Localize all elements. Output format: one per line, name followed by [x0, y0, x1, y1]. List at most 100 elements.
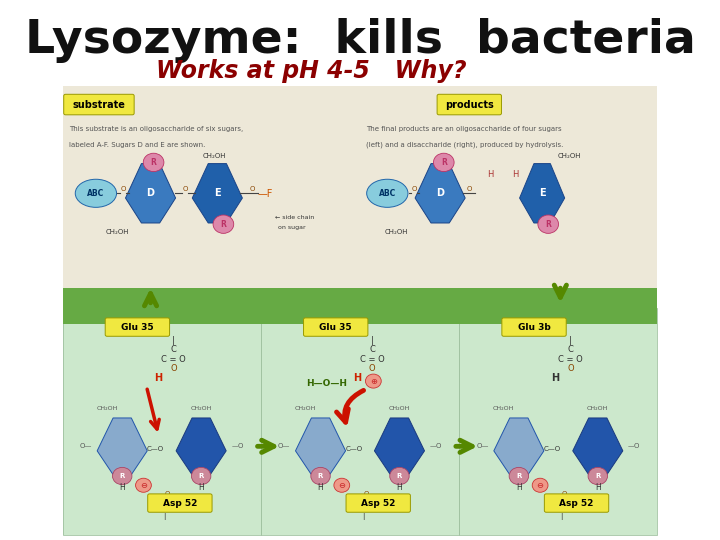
Text: R: R — [220, 220, 226, 228]
Text: H—O—H: H—O—H — [306, 379, 347, 388]
Bar — [63, 308, 261, 535]
Polygon shape — [125, 164, 176, 223]
Text: O: O — [369, 364, 375, 373]
Text: substrate: substrate — [73, 99, 125, 110]
Text: ⊖: ⊖ — [536, 481, 544, 490]
Text: CH₂OH: CH₂OH — [105, 229, 129, 235]
Circle shape — [588, 468, 608, 485]
Text: on sugar: on sugar — [278, 225, 306, 230]
Text: R: R — [120, 473, 125, 479]
FancyBboxPatch shape — [544, 494, 608, 512]
Bar — [63, 288, 657, 308]
Text: CH₂OH: CH₂OH — [191, 406, 212, 411]
Circle shape — [538, 215, 559, 233]
Text: R: R — [595, 473, 600, 479]
Text: (left) and a disaccharide (right), produced by hydrolysis.: (left) and a disaccharide (right), produ… — [366, 141, 564, 148]
Text: H: H — [353, 373, 361, 383]
Text: ⊖: ⊖ — [140, 481, 147, 490]
Text: |: | — [365, 498, 367, 505]
Text: H: H — [487, 170, 494, 179]
Text: |: | — [166, 498, 169, 505]
Ellipse shape — [76, 179, 117, 207]
Polygon shape — [494, 418, 544, 475]
Text: products: products — [445, 99, 494, 110]
Text: H: H — [155, 373, 163, 383]
Text: |: | — [560, 513, 562, 520]
Circle shape — [509, 468, 528, 485]
Text: Asp 52: Asp 52 — [559, 498, 594, 508]
Circle shape — [143, 153, 164, 172]
Text: CH₂OH: CH₂OH — [587, 406, 608, 411]
Text: R: R — [545, 220, 551, 228]
Text: O—: O— — [79, 443, 92, 449]
Polygon shape — [97, 418, 148, 475]
Text: Works at pH 4-5   Why?: Works at pH 4-5 Why? — [156, 59, 467, 83]
Polygon shape — [176, 418, 226, 475]
Text: R: R — [150, 158, 156, 167]
FancyBboxPatch shape — [346, 494, 410, 512]
Text: |: | — [569, 335, 572, 345]
Polygon shape — [520, 164, 564, 223]
FancyBboxPatch shape — [502, 318, 566, 336]
Bar — [63, 86, 657, 288]
Text: CH₂OH: CH₂OH — [96, 406, 117, 411]
Text: E: E — [539, 188, 546, 198]
Text: CH₂OH: CH₂OH — [294, 406, 316, 411]
Text: E: E — [214, 188, 220, 198]
Circle shape — [532, 478, 548, 492]
Circle shape — [390, 468, 409, 485]
Text: D: D — [436, 188, 444, 198]
Polygon shape — [192, 164, 243, 223]
Circle shape — [311, 468, 330, 485]
Text: R: R — [516, 473, 521, 479]
FancyBboxPatch shape — [304, 318, 368, 336]
Polygon shape — [295, 418, 346, 475]
Text: —O: —O — [628, 443, 641, 449]
FancyBboxPatch shape — [64, 94, 134, 115]
Text: C: C — [171, 345, 176, 354]
Polygon shape — [572, 418, 623, 475]
Circle shape — [112, 468, 132, 485]
Text: O—: O— — [278, 443, 290, 449]
Text: CH₂OH: CH₂OH — [493, 406, 514, 411]
Circle shape — [135, 478, 151, 492]
Text: CH₂OH: CH₂OH — [384, 229, 408, 235]
Text: —O: —O — [430, 443, 442, 449]
Text: CH₂OH: CH₂OH — [389, 406, 410, 411]
Text: CH₂OH: CH₂OH — [558, 153, 581, 159]
Text: C: C — [567, 345, 573, 354]
Text: H: H — [595, 483, 600, 492]
Text: This substrate is an oligosaccharide of six sugars,: This substrate is an oligosaccharide of … — [68, 126, 243, 132]
Text: ⊖: ⊖ — [338, 481, 346, 490]
Text: H: H — [198, 483, 204, 492]
Text: |: | — [371, 335, 374, 345]
Text: |: | — [172, 335, 175, 345]
Text: ← side chain: ← side chain — [275, 214, 314, 220]
Text: H: H — [552, 373, 559, 383]
Bar — [63, 308, 261, 325]
Text: O: O — [567, 364, 574, 373]
Text: O: O — [562, 491, 567, 497]
Bar — [261, 308, 459, 535]
Text: H: H — [318, 483, 323, 492]
Text: O: O — [171, 364, 177, 373]
Text: Asp 52: Asp 52 — [361, 498, 395, 508]
Text: ABC: ABC — [87, 189, 104, 198]
Text: —F: —F — [258, 190, 274, 199]
Polygon shape — [374, 418, 425, 475]
Text: O: O — [182, 186, 187, 192]
Text: C—O: C—O — [544, 446, 561, 452]
Text: O = C: O = C — [155, 505, 175, 511]
Text: O: O — [364, 491, 369, 497]
Bar — [459, 308, 657, 325]
Text: Asp 52: Asp 52 — [163, 498, 197, 508]
Text: |: | — [563, 498, 566, 505]
Text: |: | — [163, 513, 166, 520]
Text: H: H — [516, 483, 522, 492]
Text: C = O: C = O — [558, 355, 583, 364]
Bar — [459, 308, 657, 535]
Text: ⊕: ⊕ — [370, 376, 377, 386]
Text: C: C — [369, 345, 375, 354]
Circle shape — [366, 374, 382, 388]
FancyBboxPatch shape — [148, 494, 212, 512]
